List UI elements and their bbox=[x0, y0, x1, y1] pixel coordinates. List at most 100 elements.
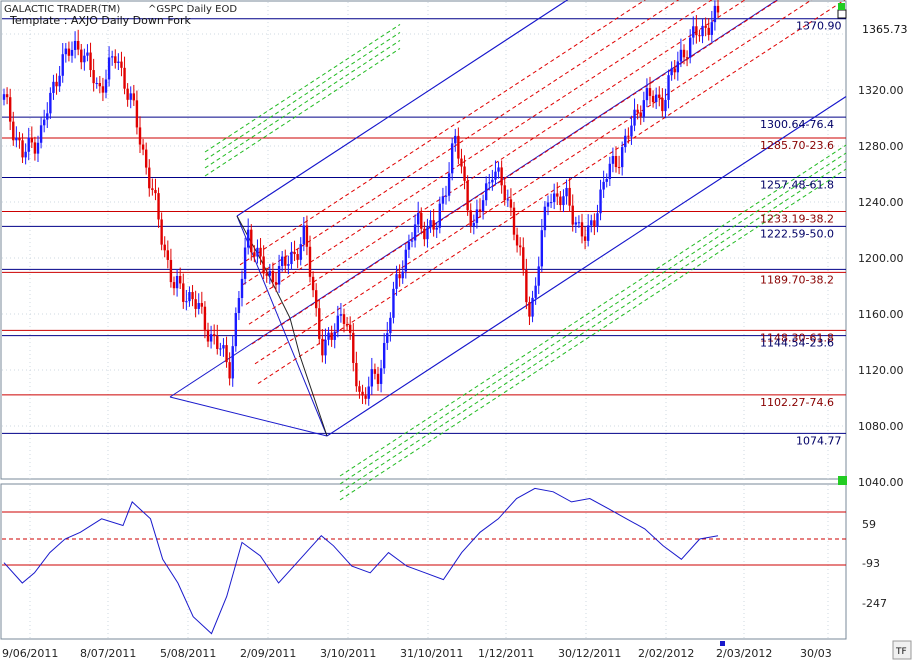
price-tick-label: 1200.00 bbox=[858, 252, 904, 265]
candle-body bbox=[367, 386, 370, 399]
fork-green-upper bbox=[204, 32, 401, 161]
candle-body bbox=[123, 67, 126, 89]
candle-body bbox=[228, 362, 231, 379]
candle-body bbox=[543, 206, 547, 231]
candle-body bbox=[345, 323, 349, 325]
candle-body bbox=[627, 135, 630, 137]
candle-body bbox=[8, 97, 12, 122]
candle-body bbox=[151, 188, 154, 190]
candle-body bbox=[590, 220, 593, 226]
candle-body bbox=[104, 79, 108, 93]
candle-body bbox=[117, 61, 120, 64]
candle-body bbox=[472, 222, 476, 226]
candle-body bbox=[562, 196, 565, 206]
candle-body bbox=[556, 193, 559, 197]
tf-button-label: TF bbox=[895, 647, 907, 657]
candle-body bbox=[423, 228, 426, 240]
candle-body bbox=[185, 301, 188, 303]
panel-menu-button[interactable] bbox=[837, 9, 847, 19]
candle-body bbox=[2, 94, 6, 100]
candle-body bbox=[580, 222, 584, 237]
candle-body bbox=[673, 68, 676, 73]
candle-body bbox=[290, 251, 293, 265]
candle-body bbox=[450, 143, 454, 174]
candle-body bbox=[704, 25, 707, 28]
green-marker-top bbox=[838, 3, 845, 10]
candle-body bbox=[86, 52, 89, 56]
candle-body bbox=[645, 88, 649, 101]
level-label-lvl_1300: 1300.64-76.4 bbox=[760, 118, 834, 131]
candle-body bbox=[321, 338, 324, 356]
fork-red-dash bbox=[251, 0, 779, 345]
candle-body bbox=[534, 285, 537, 298]
candle-body bbox=[460, 158, 463, 167]
candle-body bbox=[157, 193, 160, 220]
scroll-marker[interactable] bbox=[720, 641, 725, 646]
candle-body bbox=[49, 92, 52, 114]
candle-body bbox=[89, 52, 92, 71]
candle-body bbox=[293, 251, 296, 255]
candle-body bbox=[138, 127, 142, 145]
candle-body bbox=[608, 163, 612, 179]
candle-body bbox=[636, 109, 639, 113]
pitchfork-lines bbox=[169, 0, 847, 501]
candle-body bbox=[76, 41, 80, 50]
candle-body bbox=[552, 193, 556, 203]
fork-green-lower bbox=[339, 168, 847, 501]
candle-body bbox=[141, 144, 145, 150]
fork-handle bbox=[236, 215, 328, 437]
fork-red-dash bbox=[239, 0, 646, 266]
candle-body bbox=[509, 199, 513, 208]
candle-body bbox=[463, 166, 466, 181]
price-tick-label: 1280.00 bbox=[858, 140, 904, 153]
candle-body bbox=[135, 100, 139, 128]
candle-body bbox=[302, 225, 306, 245]
candle-body bbox=[515, 234, 519, 246]
candle-body bbox=[614, 156, 618, 168]
fork-green-lower bbox=[339, 144, 847, 477]
candle-body bbox=[126, 88, 129, 100]
candle-body bbox=[522, 247, 525, 271]
candle-body bbox=[52, 81, 55, 93]
candle-body bbox=[586, 225, 590, 241]
candle-body bbox=[382, 342, 386, 369]
candle-body bbox=[12, 121, 15, 141]
candle-body bbox=[503, 185, 506, 201]
tf-button[interactable] bbox=[892, 640, 912, 660]
candle-body bbox=[271, 270, 275, 283]
candle-body bbox=[70, 49, 74, 56]
fork-red-dash bbox=[245, 0, 713, 305]
candle-body bbox=[364, 395, 367, 399]
candle-body bbox=[318, 308, 321, 339]
level-label-lvl_1370: 1370.90 bbox=[796, 20, 842, 33]
candle-body bbox=[262, 256, 265, 274]
candle-body bbox=[194, 299, 197, 309]
fork-red-dash bbox=[242, 0, 680, 286]
candle-body bbox=[420, 212, 423, 229]
candle-body bbox=[577, 222, 581, 224]
candle-body bbox=[33, 142, 37, 154]
candle-body bbox=[429, 220, 432, 228]
candle-body bbox=[713, 5, 717, 23]
candle-body bbox=[602, 181, 605, 190]
candle-body bbox=[212, 334, 216, 337]
candle-body bbox=[432, 220, 435, 230]
candle-body bbox=[18, 137, 21, 141]
fork-red-dash bbox=[254, 0, 813, 365]
candle-body bbox=[188, 292, 191, 302]
candle-body bbox=[203, 306, 207, 330]
candle-body bbox=[160, 219, 163, 245]
candle-body bbox=[58, 75, 61, 87]
candle-body bbox=[280, 256, 284, 267]
candle-body bbox=[370, 369, 374, 387]
date-tick-label: 30/03 bbox=[800, 647, 832, 660]
candle-body bbox=[209, 334, 213, 342]
candle-body bbox=[506, 199, 510, 201]
candle-body bbox=[469, 210, 472, 226]
candle-body bbox=[73, 41, 77, 50]
date-tick-label: 1/12/2011 bbox=[478, 647, 534, 660]
candle-body bbox=[376, 373, 380, 384]
fork-green-upper bbox=[204, 48, 401, 177]
